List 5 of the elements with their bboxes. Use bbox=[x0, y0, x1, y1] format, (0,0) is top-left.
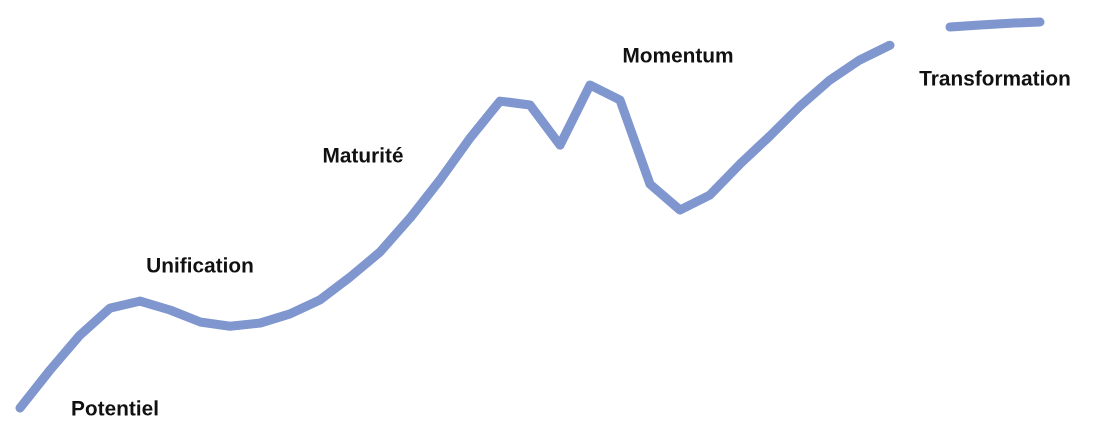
annotation: Unification bbox=[147, 257, 253, 273]
annotation: Potentiel bbox=[72, 400, 158, 416]
annotation: Momentum bbox=[623, 48, 733, 63]
annotation: Maturité bbox=[323, 147, 403, 163]
annotation: Transformation bbox=[919, 70, 1070, 86]
